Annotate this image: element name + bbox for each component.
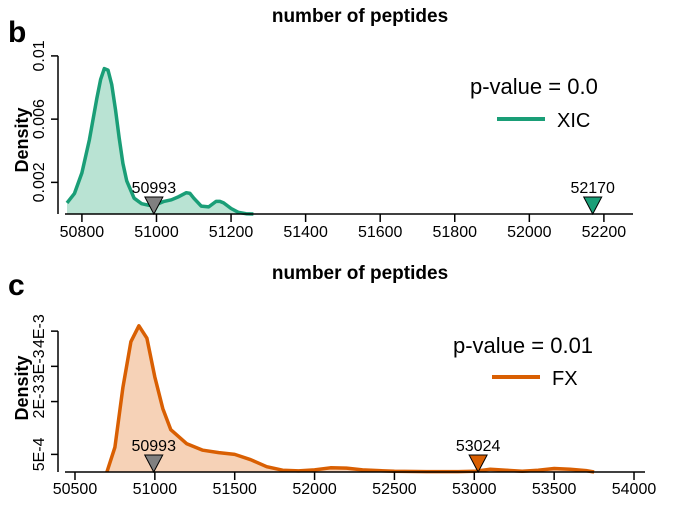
y-tick-label: 5E-4 bbox=[31, 437, 48, 471]
panel-label: b bbox=[8, 16, 26, 49]
x-tick-label: 54000 bbox=[612, 481, 657, 498]
y-tick-label: 0.01 bbox=[31, 40, 48, 71]
y-tick-label: 3E-3 bbox=[31, 349, 48, 383]
y-axis-label: Density bbox=[12, 107, 32, 172]
plot-area: 50800 51000 51200 51400 51600 51800 52000 52200… bbox=[31, 40, 633, 241]
x-tick-label: 51600 bbox=[358, 224, 403, 241]
observed-marker bbox=[143, 454, 164, 474]
chart-title: number of peptides bbox=[272, 6, 448, 27]
x-tick-label: 52000 bbox=[292, 481, 337, 498]
observed-marker bbox=[144, 196, 164, 216]
x-tick-label: 51000 bbox=[134, 224, 179, 241]
marker-label: 50993 bbox=[131, 438, 176, 455]
pvalue-annotation: p-value = 0.0 bbox=[470, 74, 598, 99]
x-tick-label: 53000 bbox=[452, 481, 497, 498]
pvalue-annotation: p-value = 0.01 bbox=[453, 333, 593, 358]
x-tick-label: 53500 bbox=[532, 481, 577, 498]
x-tick-label: 52200 bbox=[582, 224, 627, 241]
y-tick-label: 0.002 bbox=[31, 162, 48, 202]
y-tick-label: 2E-3 bbox=[31, 385, 48, 419]
marker-label: 53024 bbox=[456, 438, 501, 455]
observed-marker bbox=[582, 196, 603, 216]
y-axis-label: Density bbox=[12, 355, 32, 420]
x-tick-label: 52500 bbox=[372, 481, 417, 498]
marker-label: 50993 bbox=[132, 180, 177, 197]
x-tick-label: 51200 bbox=[209, 224, 254, 241]
y-tick-label: 4E-3 bbox=[31, 314, 48, 348]
observed-marker bbox=[468, 454, 488, 474]
x-tick-label: 51000 bbox=[133, 481, 178, 498]
marker-label: 52170 bbox=[570, 180, 615, 197]
x-tick-label: 50500 bbox=[53, 481, 98, 498]
x-tick-label: 51500 bbox=[212, 481, 257, 498]
legend-label: XIC bbox=[557, 110, 590, 132]
x-tick-label: 50800 bbox=[60, 224, 105, 241]
panel-c: c number of peptides Density p-value = 0… bbox=[8, 263, 656, 498]
panel-b: b number of peptides Density p-value = 0… bbox=[8, 6, 633, 241]
y-tick-label: 0.006 bbox=[31, 99, 48, 139]
density-line bbox=[105, 324, 595, 474]
x-tick-label: 52000 bbox=[507, 224, 552, 241]
plot-area: 50500 51000 51500 52000 52500 53000 53500 54000… bbox=[31, 314, 656, 498]
legend-label: FX bbox=[552, 368, 578, 390]
chart-title: number of peptides bbox=[272, 263, 448, 284]
panel-label: c bbox=[8, 269, 25, 302]
x-tick-label: 51400 bbox=[283, 224, 328, 241]
x-tick-label: 51800 bbox=[433, 224, 478, 241]
